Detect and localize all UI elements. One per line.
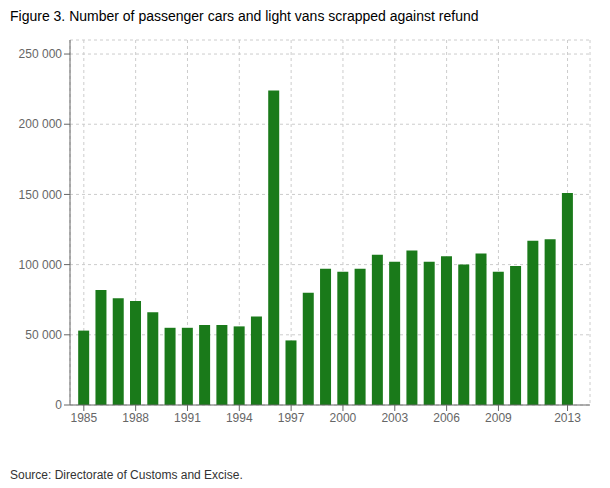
svg-text:1997: 1997: [278, 411, 305, 425]
svg-text:1994: 1994: [226, 411, 253, 425]
svg-text:2003: 2003: [381, 411, 408, 425]
html-text:Figure 3. Number of passenger: Figure 3. Number of passenger cars and l…: [10, 8, 479, 24]
svg-text:1985: 1985: [70, 411, 97, 425]
svg-text:250 000: 250 000: [19, 47, 63, 61]
svg-text:1991: 1991: [174, 411, 201, 425]
svg-text:2009: 2009: [485, 411, 512, 425]
svg-text:0: 0: [55, 398, 62, 412]
svg-text:1988: 1988: [122, 411, 149, 425]
svg-text:100 000: 100 000: [19, 258, 63, 272]
svg-text:2006: 2006: [433, 411, 460, 425]
svg-text:2000: 2000: [330, 411, 357, 425]
html-text:Source: Directorate of Customs: Source: Directorate of Customs and Excis…: [10, 468, 243, 482]
svg-text:50 000: 50 000: [25, 328, 62, 342]
svg-text:150 000: 150 000: [19, 188, 63, 202]
svg-text:200 000: 200 000: [19, 117, 63, 131]
svg-text:2013: 2013: [554, 411, 581, 425]
